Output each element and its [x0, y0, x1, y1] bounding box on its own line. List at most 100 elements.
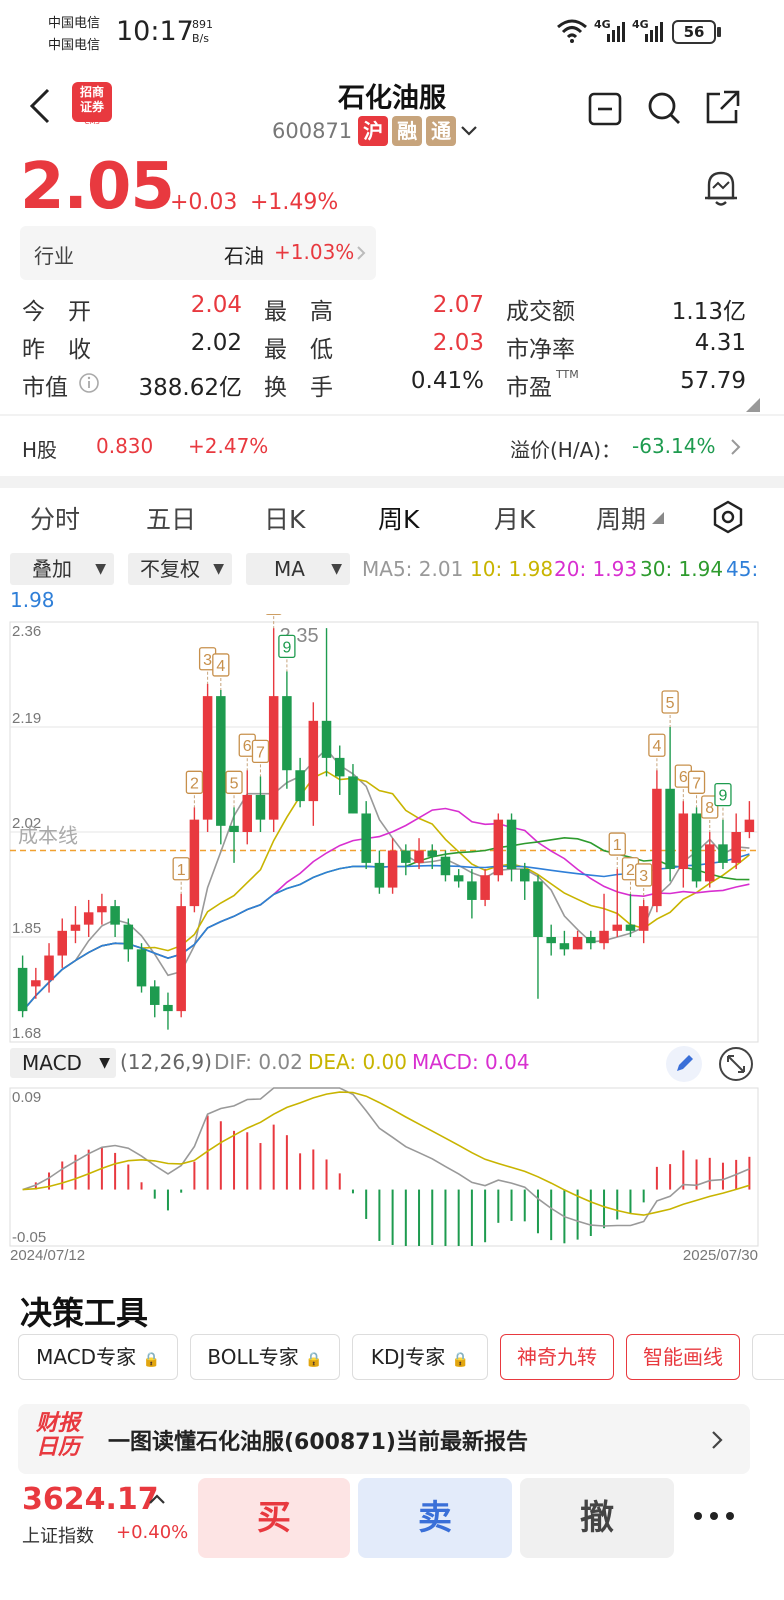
x-end-label: 2025/07/30 — [683, 1247, 758, 1264]
index-value[interactable]: 3624.17 — [22, 1482, 159, 1517]
tab-daily-k[interactable]: 日K — [264, 505, 306, 534]
candle-down — [163, 1004, 173, 1012]
period-dropdown-icon — [652, 512, 664, 524]
carrier-2: 中国电信 — [48, 38, 101, 53]
macd-y-tick-label: 0.09 — [12, 1089, 41, 1106]
h-share-label: H股 — [22, 438, 58, 462]
td-label: 5 — [230, 775, 239, 792]
candle-down — [559, 943, 570, 950]
index-change: +0.40% — [116, 1522, 189, 1543]
candle-up — [678, 813, 689, 870]
label-pb: 市净率 — [506, 337, 575, 363]
chevron-up-icon[interactable] — [148, 1492, 166, 1506]
label-open: 今 开 — [22, 299, 91, 325]
minimize-icon[interactable] — [588, 92, 622, 126]
value-open: 2.04 — [190, 292, 242, 318]
decision-title: 决策工具 — [20, 1294, 149, 1332]
tab-five-day[interactable]: 五日 — [146, 505, 197, 534]
macd-params: (12,26,9) — [120, 1050, 212, 1074]
y-tick-label: 1.85 — [12, 920, 41, 937]
td-box — [185, 770, 204, 794]
candle-up — [57, 930, 68, 956]
info-icon[interactable] — [78, 372, 100, 394]
value-high: 2.07 — [432, 292, 484, 318]
fullscreen-icon[interactable] — [718, 1046, 754, 1082]
td-box — [608, 832, 626, 856]
td-box — [172, 857, 190, 881]
kdj-expert-button[interactable]: KDJ专家 🔒 — [352, 1334, 488, 1380]
battery-icon: 56 — [672, 20, 716, 44]
candle-down — [17, 967, 28, 1012]
candle-up — [308, 720, 319, 802]
stock-name: 石化油服 — [338, 83, 446, 114]
chevron-right-icon — [357, 246, 366, 260]
cancel-order-button[interactable]: 撤 — [520, 1478, 674, 1558]
indicator-select[interactable]: MA ▼ — [246, 553, 350, 585]
settings-icon[interactable] — [712, 500, 744, 534]
more-icon[interactable] — [692, 1510, 736, 1522]
search-icon[interactable] — [646, 90, 682, 126]
magic-nine-button[interactable]: 神奇九转 — [500, 1334, 614, 1380]
candle-up — [652, 788, 662, 907]
chevron-right-icon — [712, 1431, 723, 1449]
tab-period[interactable]: 周期 — [596, 505, 647, 534]
buy-button[interactable]: 买 — [198, 1478, 350, 1558]
td-box — [278, 634, 296, 659]
back-icon[interactable] — [26, 86, 54, 126]
macd-select[interactable]: MACD ▼ — [10, 1048, 116, 1078]
clock: 10:17 — [116, 16, 194, 47]
connect-badge: 通 — [426, 116, 457, 146]
premium-value: -63.14% — [632, 434, 716, 458]
market-badge-sh: 沪 — [358, 116, 389, 146]
td-label: 2 — [190, 775, 199, 792]
tab-weekly-k[interactable]: 周K — [378, 505, 420, 534]
label-market-cap: 市值 — [22, 375, 68, 401]
share-icon[interactable] — [704, 90, 740, 126]
ma10-line — [21, 770, 750, 1012]
candle-down — [401, 850, 411, 863]
lock-icon: 🔒 — [305, 1352, 323, 1368]
report-banner[interactable]: 财报 日历 一图读懂石化油服(600871)当前最新报告 — [18, 1404, 750, 1474]
signal-icon-2 — [645, 22, 663, 42]
industry-label: 行业 — [34, 244, 74, 268]
candle-up — [704, 844, 715, 882]
sell-button[interactable]: 卖 — [358, 1478, 512, 1558]
edit-indicator-button[interactable] — [666, 1046, 702, 1082]
divider — [0, 414, 784, 416]
signal-label-1: 4G — [594, 18, 611, 31]
value-prev-close: 2.02 — [190, 330, 242, 356]
margin-badge: 融 — [392, 116, 423, 146]
macd-expert-button[interactable]: MACD专家 🔒 — [18, 1334, 178, 1380]
industry-change: +1.03% — [274, 240, 355, 264]
lock-icon: 🔒 — [142, 1352, 160, 1368]
industry-chip[interactable]: 行业 石油 +1.03% — [20, 226, 376, 280]
kline-chart-area[interactable]: 2.362.192.021.851.68成本线2.351234567891234… — [0, 614, 784, 1274]
ma30-value: 30: 1.94 — [640, 557, 724, 581]
expand-corner-icon[interactable] — [746, 398, 760, 412]
candle-down — [149, 986, 160, 1005]
td-label: 9 — [282, 639, 291, 656]
more-tool-button[interactable] — [752, 1334, 784, 1380]
h-share-price: 0.830 — [96, 434, 154, 458]
h-share-row[interactable]: H股 0.830 +2.47% 溢价(H/A)： -63.14% — [0, 416, 784, 476]
td-label: 1 — [177, 862, 186, 879]
alert-bell-icon[interactable] — [702, 168, 740, 208]
smart-draw-button[interactable]: 智能画线 — [626, 1334, 740, 1380]
kline-chart[interactable]: 2.362.192.021.851.68成本线2.351234567891234… — [0, 614, 784, 1274]
adjust-select[interactable]: 不复权 ▼ — [128, 553, 232, 585]
signal-icon-1 — [607, 22, 625, 42]
tab-intraday[interactable]: 分时 — [30, 505, 81, 534]
overlay-select[interactable]: 叠加 ▼ — [10, 553, 114, 585]
price-change: +0.03 — [170, 190, 238, 215]
td-box — [251, 739, 270, 764]
boll-expert-button[interactable]: BOLL专家 🔒 — [190, 1334, 340, 1380]
td-box — [714, 782, 732, 807]
status-bar: 中国电信 中国电信 10:17 891 B/s 4G 4G 56 — [0, 0, 784, 66]
stock-code-line[interactable]: 600871 沪 融 通 — [272, 114, 478, 148]
td-label: 3 — [639, 868, 648, 885]
candle-down — [506, 819, 517, 870]
ma45-value: 1.98 — [10, 588, 55, 612]
td-label: 5 — [666, 695, 675, 712]
candle-down — [453, 875, 464, 882]
tab-monthly-k[interactable]: 月K — [494, 505, 536, 534]
